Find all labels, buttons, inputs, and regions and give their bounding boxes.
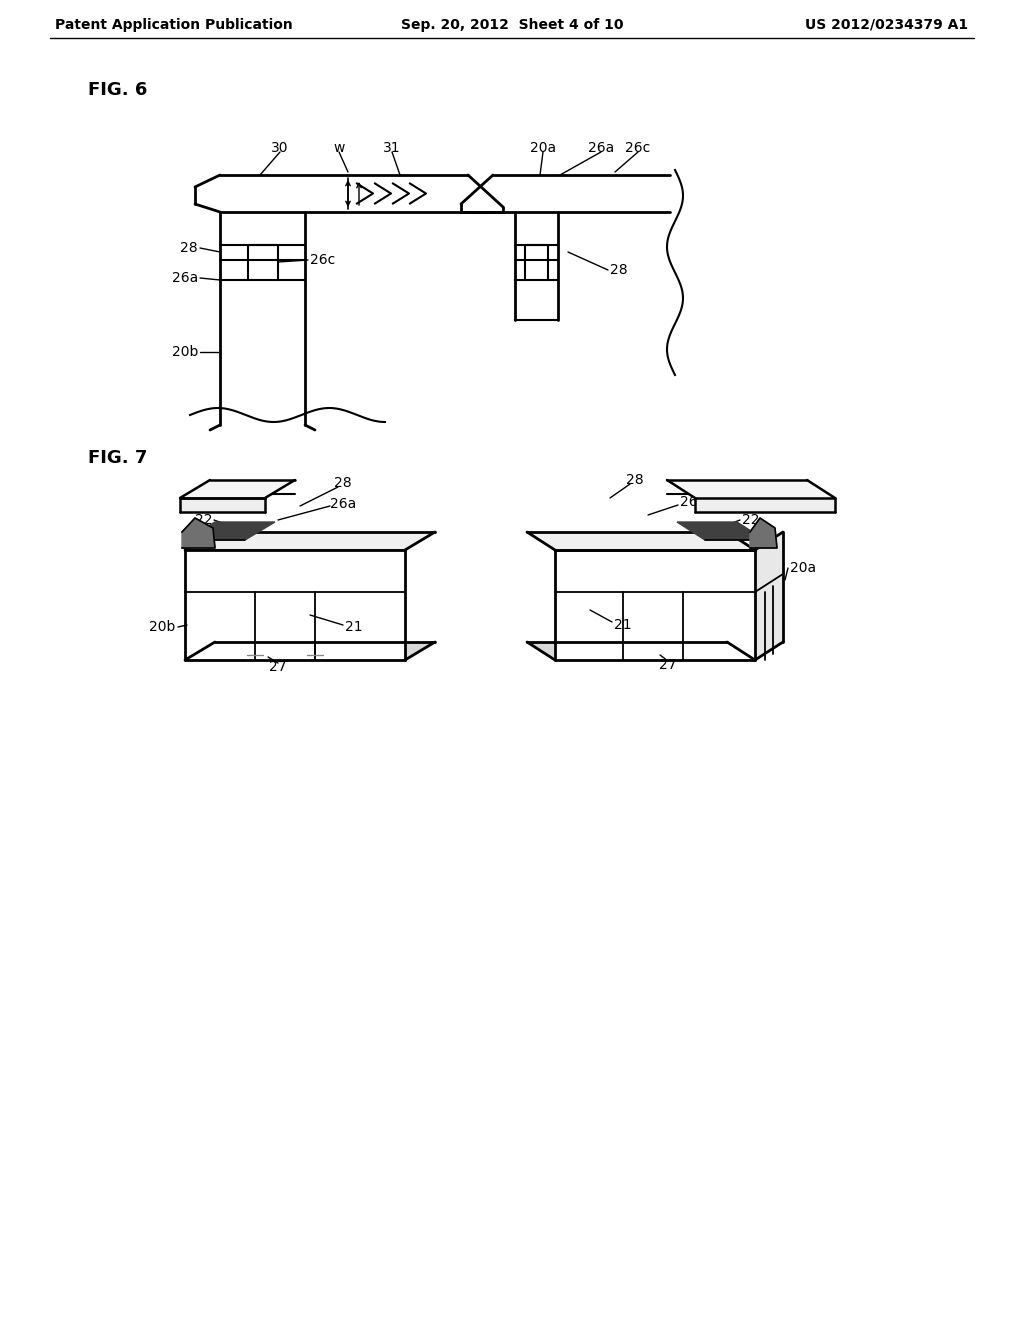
Text: 26a: 26a bbox=[172, 271, 198, 285]
Text: 22: 22 bbox=[195, 513, 212, 527]
Text: 27: 27 bbox=[269, 660, 287, 675]
Text: 30: 30 bbox=[271, 141, 289, 154]
Polygon shape bbox=[667, 480, 835, 498]
Text: 28: 28 bbox=[627, 473, 644, 487]
Text: 31: 31 bbox=[383, 141, 400, 154]
Text: 28: 28 bbox=[334, 477, 352, 490]
Text: 21: 21 bbox=[614, 618, 632, 632]
Text: Patent Application Publication: Patent Application Publication bbox=[55, 18, 293, 32]
Text: 26a: 26a bbox=[588, 141, 614, 154]
Text: 20a: 20a bbox=[530, 141, 556, 154]
Polygon shape bbox=[182, 517, 215, 548]
Text: 21: 21 bbox=[345, 620, 362, 634]
Polygon shape bbox=[527, 532, 755, 550]
Polygon shape bbox=[555, 550, 755, 660]
Text: 26a: 26a bbox=[330, 498, 356, 511]
Text: 26c: 26c bbox=[626, 141, 650, 154]
Text: 20b: 20b bbox=[148, 620, 175, 634]
Polygon shape bbox=[755, 532, 783, 660]
Text: Sep. 20, 2012  Sheet 4 of 10: Sep. 20, 2012 Sheet 4 of 10 bbox=[400, 18, 624, 32]
Text: FIG. 7: FIG. 7 bbox=[88, 449, 147, 467]
Polygon shape bbox=[185, 521, 275, 540]
Text: 22: 22 bbox=[742, 513, 760, 527]
Polygon shape bbox=[185, 550, 406, 660]
Text: 27: 27 bbox=[659, 657, 677, 672]
Text: 20b: 20b bbox=[172, 345, 198, 359]
Text: 20a: 20a bbox=[790, 561, 816, 576]
Text: 26a: 26a bbox=[680, 495, 707, 510]
Polygon shape bbox=[180, 480, 295, 498]
Text: US 2012/0234379 A1: US 2012/0234379 A1 bbox=[805, 18, 968, 32]
Text: w: w bbox=[334, 141, 345, 154]
Text: FIG. 6: FIG. 6 bbox=[88, 81, 147, 99]
Text: 26c: 26c bbox=[310, 253, 335, 267]
Text: 28: 28 bbox=[180, 242, 198, 255]
Polygon shape bbox=[180, 498, 265, 512]
Polygon shape bbox=[695, 498, 835, 512]
Text: 28: 28 bbox=[610, 263, 628, 277]
Polygon shape bbox=[750, 517, 777, 548]
Polygon shape bbox=[527, 642, 755, 660]
Polygon shape bbox=[185, 642, 435, 660]
Polygon shape bbox=[677, 521, 765, 540]
Polygon shape bbox=[185, 532, 435, 550]
